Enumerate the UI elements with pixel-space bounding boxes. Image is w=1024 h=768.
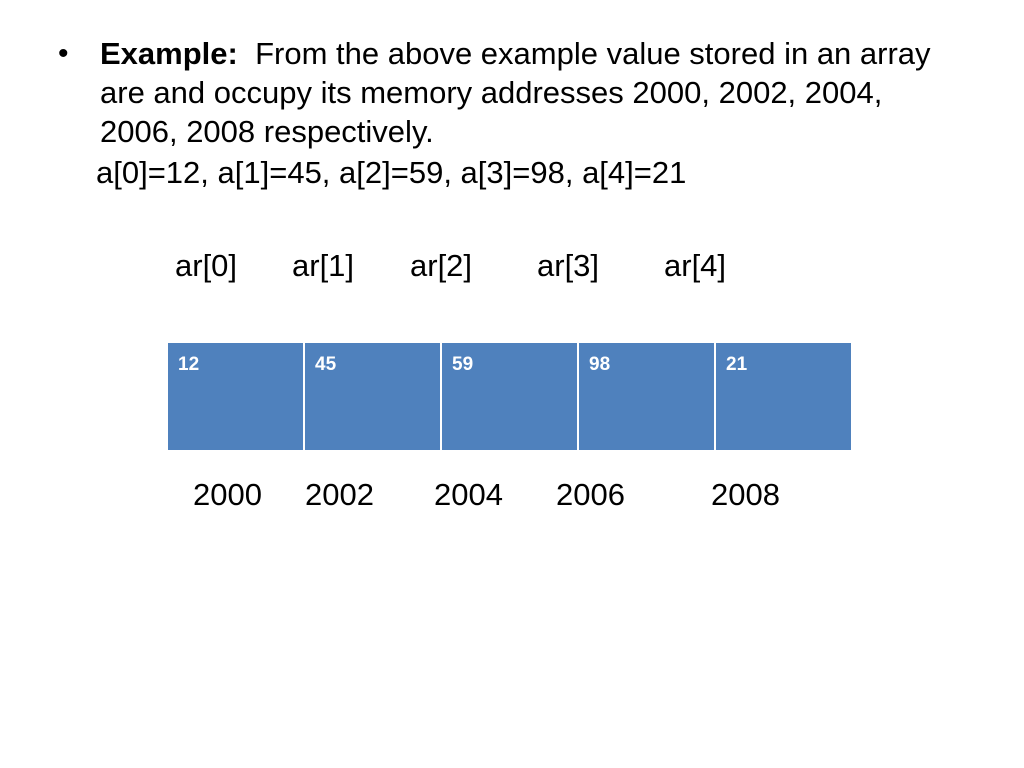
example-heading: Example: [100, 36, 238, 71]
address-label: 2008 [711, 477, 780, 512]
array-values-line: a[0]=12, a[1]=45, a[2]=59, a[3]=98, a[4]… [96, 155, 687, 190]
address-label: 2002 [305, 477, 374, 512]
index-label: ar[2] [410, 248, 473, 283]
example-description: From the above example value stored in a… [100, 36, 931, 149]
array-cell: 45 [303, 343, 440, 450]
bullet-marker: • [58, 37, 69, 70]
address-label: 2000 [193, 477, 262, 512]
array-table: 12 45 59 98 21 [168, 343, 851, 450]
address-label: 2006 [556, 477, 625, 512]
index-label: ar[1] [292, 248, 355, 283]
address-label: 2004 [434, 477, 503, 512]
array-cell: 98 [577, 343, 714, 450]
example-paragraph: Example: From the above example value st… [100, 34, 950, 151]
index-label: ar[3] [537, 248, 600, 283]
array-cell: 12 [168, 343, 303, 450]
array-cell: 59 [440, 343, 577, 450]
index-label: ar[4] [664, 248, 727, 283]
index-label: ar[0] [175, 248, 238, 283]
array-cell: 21 [714, 343, 851, 450]
